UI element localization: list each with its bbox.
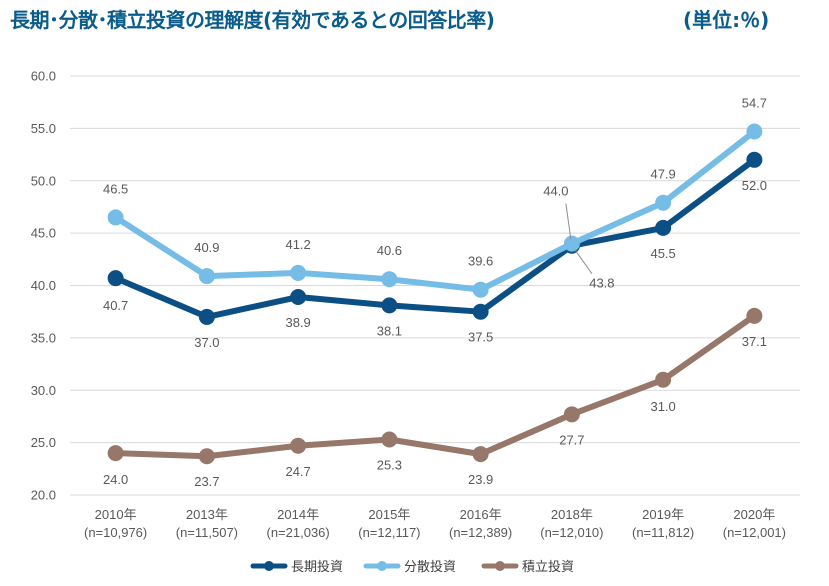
data-label: 45.5 xyxy=(650,246,675,261)
y-tick-label: 55.0 xyxy=(31,121,56,136)
data-label: 24.7 xyxy=(285,464,310,479)
y-tick-label: 30.0 xyxy=(31,383,56,398)
y-tick-label: 35.0 xyxy=(31,330,56,345)
data-label: 38.1 xyxy=(377,323,402,338)
series-2 xyxy=(107,307,763,465)
series-line xyxy=(112,128,758,293)
y-tick-label: 60.0 xyxy=(31,69,56,84)
x-tick-label: 2014年 xyxy=(277,507,319,522)
gridlines xyxy=(70,75,800,496)
legend-swatch-marker xyxy=(495,561,505,571)
x-tick-sublabel: (n=12,117) xyxy=(358,525,420,540)
series-lines xyxy=(107,123,763,465)
data-point xyxy=(198,308,215,325)
callout-line xyxy=(574,249,593,274)
data-label: 37.0 xyxy=(194,335,219,350)
data-point xyxy=(655,371,672,388)
legend-label: 分散投資 xyxy=(404,559,456,575)
callout-line xyxy=(565,203,572,240)
x-tick-sublabel: (n=10,976) xyxy=(84,525,147,540)
legend-swatch-marker xyxy=(377,561,387,571)
x-tick-sublabel: (n=12,010) xyxy=(540,525,603,540)
data-label: 54.7 xyxy=(742,96,767,111)
legend-item: 分散投資 xyxy=(363,559,456,575)
y-axis-ticks: 20.0 25.0 30.0 35.0 40.0 45.0 50.0 55.0 60.0 xyxy=(31,69,56,503)
x-tick-sublabel: (n=12,389) xyxy=(449,525,512,540)
x-tick-label: 2013年 xyxy=(186,507,228,522)
data-label: 27.7 xyxy=(559,432,584,447)
legend-item: 長期投資 xyxy=(250,559,343,575)
data-label: 24.0 xyxy=(103,472,128,487)
data-label: 52.0 xyxy=(742,178,767,193)
data-point xyxy=(746,151,763,168)
legend-swatch-marker xyxy=(264,561,274,571)
data-point xyxy=(746,307,763,324)
x-tick-label: 2016年 xyxy=(460,507,502,522)
data-label: 23.7 xyxy=(194,474,219,489)
data-label: 47.9 xyxy=(650,167,675,182)
data-label: 31.0 xyxy=(650,399,675,414)
data-point xyxy=(107,209,124,226)
data-point xyxy=(472,281,489,298)
x-tick-label: 2010年 xyxy=(95,507,137,522)
data-point xyxy=(198,448,215,465)
data-point xyxy=(290,437,307,454)
y-tick-label: 40.0 xyxy=(31,278,56,293)
data-label: 39.6 xyxy=(468,254,493,269)
data-point xyxy=(563,235,580,252)
x-tick-label: 2020年 xyxy=(733,507,775,522)
data-point xyxy=(472,303,489,320)
data-point xyxy=(746,123,763,140)
callout-lines xyxy=(565,203,593,274)
x-tick-label: 2019年 xyxy=(642,507,684,522)
legend-label: 長期投資 xyxy=(291,559,343,575)
data-label: 23.9 xyxy=(468,472,493,487)
data-point xyxy=(198,268,215,285)
data-label: 40.9 xyxy=(194,240,219,255)
x-tick-label: 2015年 xyxy=(368,507,410,522)
data-labels: 40.7 37.0 38.9 38.1 37.5 43.8 45.5 52.0 46.5 40.9… xyxy=(103,96,767,490)
series-line xyxy=(112,156,758,320)
data-point xyxy=(381,297,398,314)
data-point xyxy=(655,194,672,211)
data-point xyxy=(107,445,124,462)
x-tick-sublabel: (n=11,812) xyxy=(632,525,694,540)
series-1 xyxy=(107,123,763,298)
series-line xyxy=(112,312,758,460)
legend: 長期投資 分散投資 積立投資 xyxy=(250,559,574,575)
data-label: 44.0 xyxy=(543,184,568,199)
data-label: 43.8 xyxy=(589,276,614,291)
y-tick-label: 50.0 xyxy=(31,173,56,188)
chart-title: 長期･分散･積立投資の理解度(有効であるとの回答比率) xyxy=(10,8,495,32)
unit-label: (単位:％) xyxy=(683,8,770,32)
y-tick-label: 20.0 xyxy=(31,488,56,503)
data-label: 40.7 xyxy=(103,298,128,313)
data-point xyxy=(563,406,580,423)
legend-label: 積立投資 xyxy=(522,559,574,575)
x-tick-sublabel: (n=11,507) xyxy=(176,525,238,540)
data-label: 46.5 xyxy=(103,181,128,196)
x-axis-ticks: 2010年 (n=10,976) 2013年 (n=11,507) 2014年 (n=21… xyxy=(84,507,786,540)
data-point xyxy=(107,270,124,287)
data-point xyxy=(381,431,398,448)
data-point xyxy=(290,289,307,306)
data-point xyxy=(381,271,398,288)
data-label: 40.6 xyxy=(377,243,402,258)
data-label: 38.9 xyxy=(285,315,310,330)
data-label: 41.2 xyxy=(285,237,310,252)
y-tick-label: 45.0 xyxy=(31,226,56,241)
x-tick-sublabel: (n=21,036) xyxy=(267,525,330,540)
data-label: 37.5 xyxy=(468,330,493,345)
data-point xyxy=(655,219,672,236)
x-tick-sublabel: (n=12,001) xyxy=(723,525,786,540)
data-point xyxy=(472,446,489,463)
y-tick-label: 25.0 xyxy=(31,435,56,450)
data-label: 25.3 xyxy=(377,457,402,472)
data-point xyxy=(290,264,307,281)
data-label: 37.1 xyxy=(742,334,767,349)
legend-item: 積立投資 xyxy=(481,559,574,575)
x-tick-label: 2018年 xyxy=(551,507,593,522)
